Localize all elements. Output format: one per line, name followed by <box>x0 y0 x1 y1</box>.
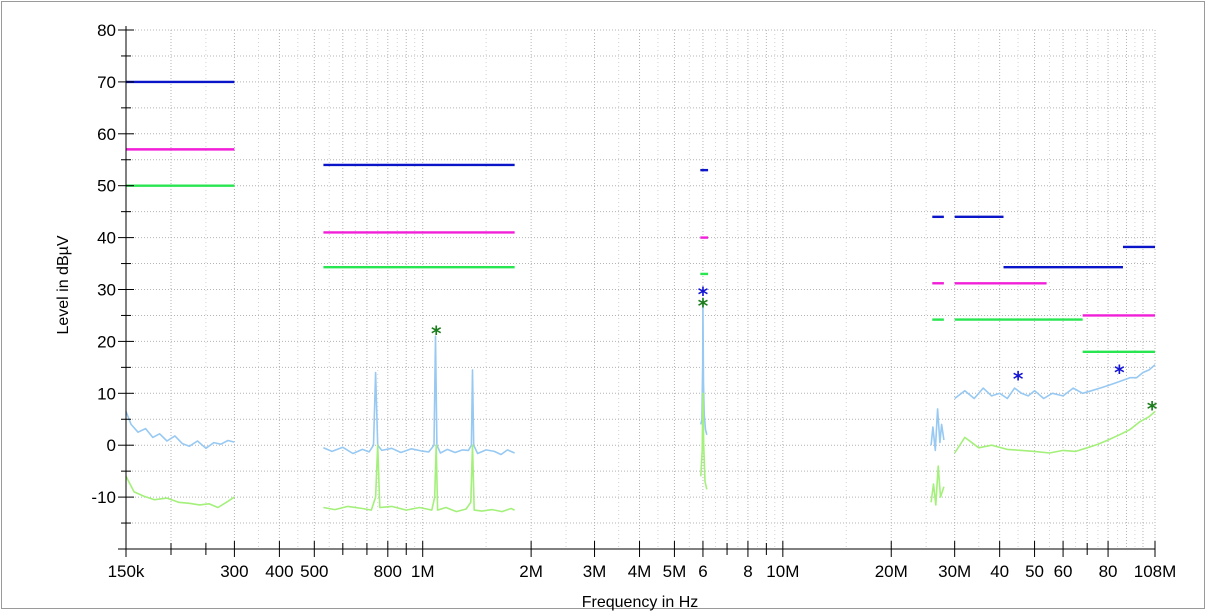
x-tick-label: 400 <box>265 562 293 581</box>
grid-lines <box>125 29 1156 550</box>
peak-marker: * <box>1114 361 1125 385</box>
x-tick-label: 5M <box>663 562 687 581</box>
x-tick-label: 2M <box>519 562 543 581</box>
trace-segment <box>930 408 945 452</box>
x-tick-label: 108M <box>1134 562 1177 581</box>
x-tick-label: 40 <box>990 562 1009 581</box>
x-tick-label: 4M <box>628 562 652 581</box>
limit-lines <box>126 80 1155 353</box>
peak-markers: **** ** <box>431 283 1158 421</box>
trace-segment <box>125 475 235 509</box>
trace-segment <box>125 411 235 450</box>
trace-segment <box>700 392 708 490</box>
y-tick-label: -10 <box>91 488 116 507</box>
trace-segment <box>930 465 945 506</box>
x-tick-label: 60 <box>1054 562 1073 581</box>
y-tick-label: 10 <box>97 384 116 403</box>
x-tick-label: 6 <box>698 562 707 581</box>
measurement-traces <box>125 299 1156 513</box>
x-tick-label: 30M <box>938 562 971 581</box>
y-tick-label: 50 <box>97 177 116 196</box>
x-tick-label: 50 <box>1025 562 1044 581</box>
x-tick-label: 3M <box>583 562 607 581</box>
x-tick-labels: 150k 300 400 500 800 1M 2M 3M 4M 5M 6 8 10M 20M 30M 40 5… <box>108 562 1177 581</box>
x-tick-label: 500 <box>300 562 328 581</box>
x-tick-label: 300 <box>220 562 248 581</box>
peak-marker: * <box>1013 367 1024 391</box>
y-tick-labels: 80 70 60 50 40 30 20 10 0 -10 <box>91 21 116 507</box>
y-tick-label: 40 <box>97 229 116 248</box>
x-tick-label: 8 <box>743 562 752 581</box>
y-tick-label: 30 <box>97 281 116 300</box>
x-tick-label: 150k <box>108 562 145 581</box>
peak-marker: * <box>431 322 442 346</box>
trace-segment <box>954 410 1156 454</box>
x-axis-label: Frequency in Hz <box>582 594 699 611</box>
y-tick-label: 60 <box>97 125 116 144</box>
y-tick-label: 70 <box>97 73 116 92</box>
x-tick-label: 1M <box>411 562 435 581</box>
x-tick-label: 10M <box>766 562 799 581</box>
y-axis-label: Level in dBµV <box>55 235 72 334</box>
peak-marker: * <box>698 294 709 318</box>
y-tick-label: 80 <box>97 21 116 40</box>
y-tick-label: 0 <box>107 436 116 455</box>
trace-segment <box>954 364 1156 400</box>
peak-marker: * <box>1147 397 1158 421</box>
trace-segment <box>323 335 515 456</box>
x-tick-label: 800 <box>374 562 402 581</box>
axes <box>118 26 1156 557</box>
x-tick-label: 20M <box>875 562 908 581</box>
x-tick-label: 80 <box>1099 562 1118 581</box>
peak-marker: * <box>698 283 709 307</box>
y-tick-label: 20 <box>97 332 116 351</box>
trace-segment <box>323 444 515 513</box>
